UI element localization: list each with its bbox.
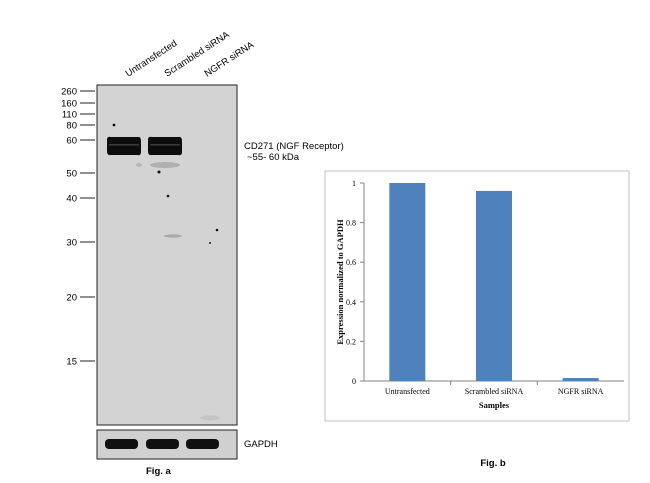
fig-a-caption: Fig. a <box>146 466 172 477</box>
marker-label-30: 30 <box>66 238 77 249</box>
band-label-name: CD271 (NGF Receptor) <box>244 141 344 152</box>
cd271-band-lane-2 <box>148 136 182 156</box>
blot-membrane <box>96 84 238 426</box>
western-blot-panel: Untransfected Scrambled siRNA NGFR siRNA… <box>61 29 344 477</box>
marker-label-50: 50 <box>66 169 77 180</box>
y-tick-label: 1 <box>352 179 356 188</box>
marker-label-20: 20 <box>66 293 77 304</box>
x-tick-labels: Untransfected Scrambled siRNA NGFR siRNA <box>385 381 604 396</box>
gapdh-label: GAPDH <box>244 439 278 450</box>
gapdh-band-lane-2 <box>146 439 179 449</box>
cd271-bands <box>107 136 182 156</box>
y-ticks: 0 0.2 0.4 0.6 0.8 1 <box>346 179 364 386</box>
marker-label-160: 160 <box>61 99 77 110</box>
y-tick-label: 0.4 <box>346 298 356 307</box>
y-tick-label: 0 <box>352 377 356 386</box>
bar-chart-panel: 0 0.2 0.4 0.6 0.8 1 Untransfected Scrambled si… <box>324 170 630 469</box>
band-label-size: ~55- 60 kDa <box>247 152 300 163</box>
fig-b-caption: Fig. b <box>480 458 506 469</box>
marker-label-60: 60 <box>66 136 77 147</box>
bars <box>389 183 599 381</box>
blot-artifacts <box>112 123 220 421</box>
marker-label-40: 40 <box>66 194 77 205</box>
bar-1 <box>389 183 426 381</box>
y-tick-label: 0.6 <box>346 258 356 267</box>
x-tick-label: NGFR siRNA <box>558 387 604 396</box>
cd271-band-lane-1 <box>107 136 141 156</box>
gapdh-bands <box>105 439 219 449</box>
marker-label-110: 110 <box>62 110 77 121</box>
marker-label-15: 15 <box>66 357 77 368</box>
gapdh-band-lane-1 <box>105 439 138 449</box>
marker-label-80: 80 <box>66 121 77 132</box>
bar-3 <box>562 378 599 381</box>
bar-2 <box>476 190 512 381</box>
y-tick-label: 0.8 <box>346 219 356 228</box>
y-axis-title: Expression normalized to GAPDH <box>335 219 345 345</box>
x-tick-label: Untransfected <box>385 387 430 396</box>
lane-label-scrambled: Scrambled siRNA <box>163 29 232 79</box>
gapdh-band-lane-3 <box>186 439 219 449</box>
x-axis-title: Samples <box>479 400 510 410</box>
x-tick-label: Scrambled siRNA <box>465 387 524 396</box>
marker-label-260: 260 <box>61 87 77 98</box>
y-tick-label: 0.2 <box>346 337 356 346</box>
